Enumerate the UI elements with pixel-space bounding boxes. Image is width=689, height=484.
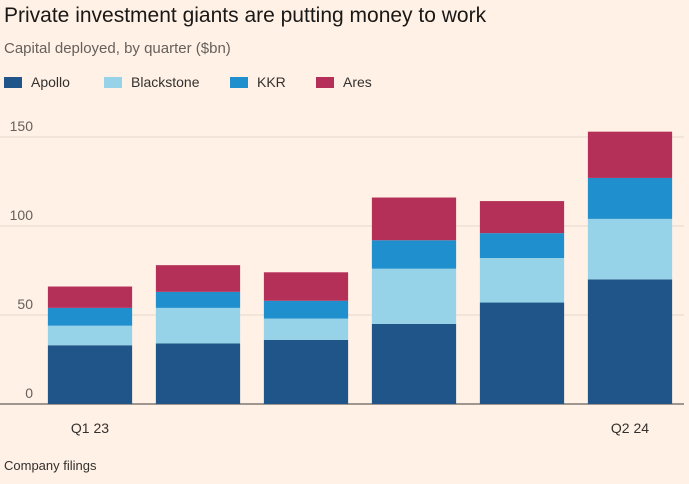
bar-ares (587, 131, 673, 178)
y-tick-label: 150 (10, 118, 34, 134)
bar-blackstone (263, 318, 349, 340)
y-tick-label: 0 (25, 385, 33, 401)
legend-item-apollo: Apollo (4, 73, 70, 91)
bar-kkr (479, 233, 565, 259)
chart-title: Private investment giants are putting mo… (4, 4, 487, 27)
legend-item-ares: Ares (316, 73, 372, 91)
bar-ares (263, 272, 349, 301)
chart-legend: Apollo Blackstone KKR Ares (4, 73, 684, 91)
source-note: Company filings (4, 458, 97, 473)
legend-item-kkr: KKR (230, 73, 286, 91)
legend-swatch-blackstone (104, 76, 122, 88)
x-tick-label: Q2 24 (611, 420, 649, 436)
bar-blackstone (47, 325, 133, 346)
bar-apollo (47, 345, 133, 404)
bar-blackstone (479, 258, 565, 303)
bar-kkr (371, 240, 457, 269)
legend-swatch-ares (316, 76, 334, 88)
bar-apollo (155, 343, 241, 404)
y-tick-label: 50 (17, 296, 33, 312)
y-tick-label: 100 (10, 207, 34, 223)
legend-label-kkr: KKR (257, 74, 286, 90)
legend-swatch-apollo (4, 76, 22, 88)
legend-label-blackstone: Blackstone (131, 74, 200, 90)
bar-ares (479, 201, 565, 234)
bar-kkr (263, 300, 349, 319)
bar-blackstone (587, 218, 673, 280)
bar-kkr (47, 307, 133, 326)
bar-apollo (587, 279, 673, 404)
x-axis-ticks: Q1 23 Q2 24 (71, 420, 649, 436)
legend-item-blackstone: Blackstone (104, 73, 199, 91)
bar-blackstone (155, 307, 241, 344)
bars (47, 131, 673, 404)
bar-blackstone (371, 268, 457, 324)
bar-ares (155, 265, 241, 292)
legend-swatch-kkr (230, 76, 248, 88)
legend-label-apollo: Apollo (31, 74, 70, 90)
chart-subtitle: Capital deployed, by quarter ($bn) (4, 40, 231, 57)
bar-apollo (371, 323, 457, 404)
bar-kkr (587, 177, 673, 219)
bar-apollo (479, 302, 565, 404)
x-tick-label: Q1 23 (71, 420, 109, 436)
bar-ares (47, 286, 133, 308)
legend-label-ares: Ares (343, 74, 372, 90)
bar-ares (371, 197, 457, 241)
bar-kkr (155, 291, 241, 308)
bar-apollo (263, 339, 349, 404)
y-axis-ticks: 0 50 100 150 (10, 118, 34, 401)
